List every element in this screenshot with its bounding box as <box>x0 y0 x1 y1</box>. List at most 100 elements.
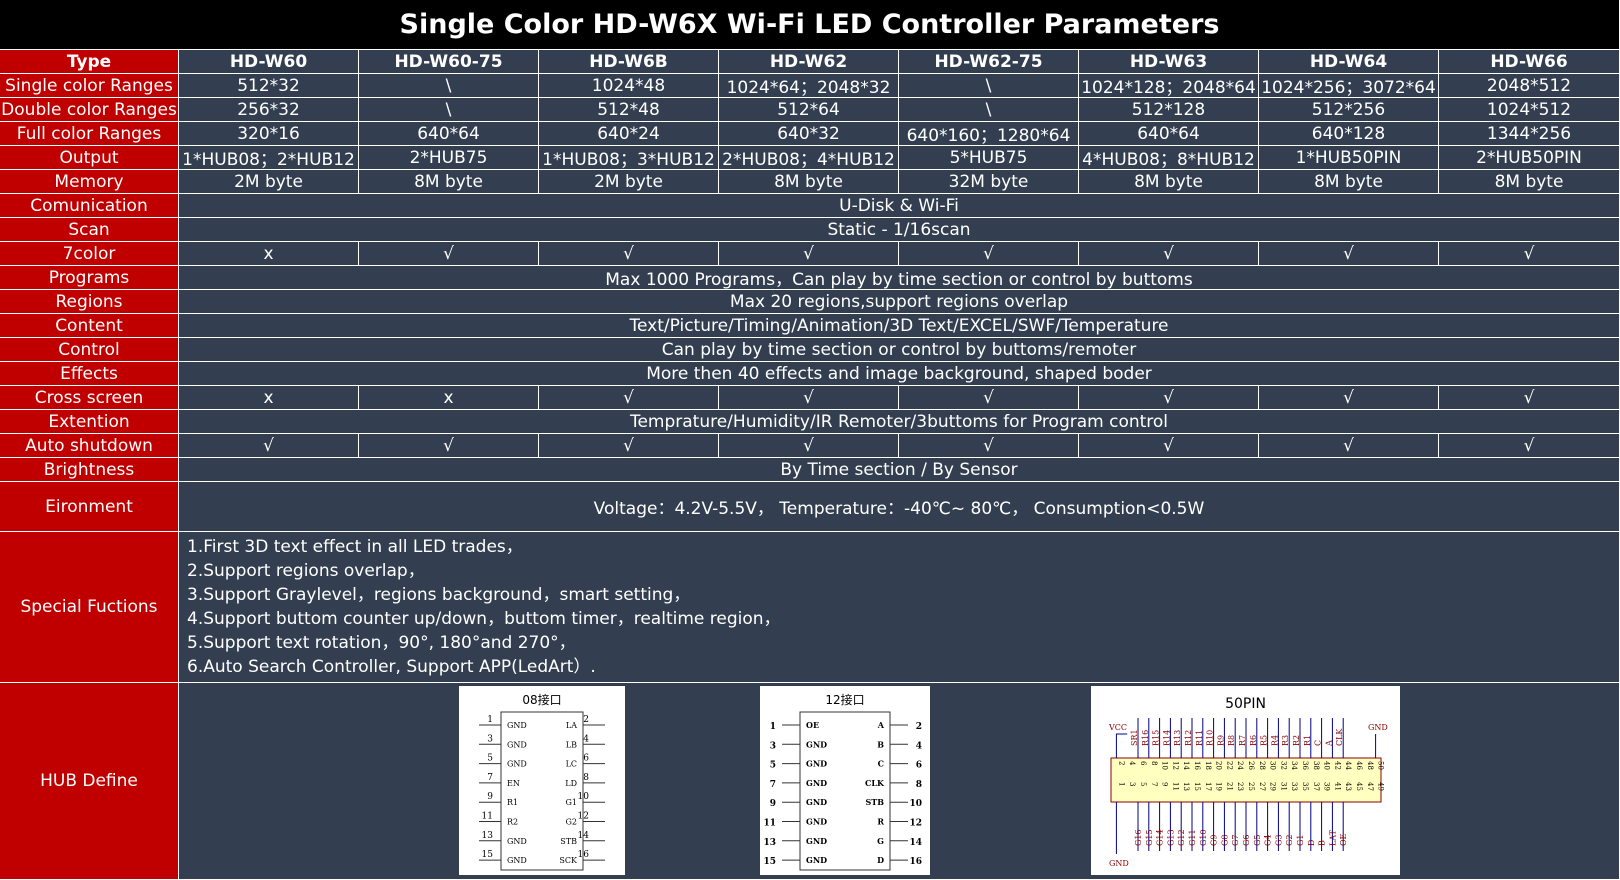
pin-label: CLK <box>1335 728 1344 746</box>
pin-label: GND <box>507 856 527 865</box>
pin-label: R10 <box>1206 730 1215 746</box>
pin-label: D <box>877 855 884 865</box>
span-cell: Can play by time section or control by b… <box>179 338 1620 362</box>
cell: 640*160；1280*64 <box>899 122 1079 146</box>
model-header: HD-W60 <box>179 50 359 74</box>
pin-label: GND <box>507 760 527 769</box>
cell: 1024*128；2048*64 <box>1079 74 1259 98</box>
cell: 2*HUB08；4*HUB12 <box>719 146 899 170</box>
pin-label: G8 <box>1220 835 1229 846</box>
pin-label: R3 <box>1281 735 1290 746</box>
pin-label: B <box>1318 840 1327 846</box>
pin-number: 41 <box>1333 782 1341 791</box>
pin-number: 47 <box>1366 782 1374 791</box>
cell: √ <box>539 242 719 266</box>
pin-label: STB <box>560 837 577 846</box>
pin-number: 16 <box>1193 761 1201 770</box>
pin-label: R16 <box>1141 730 1150 746</box>
pin-label: OE <box>806 720 819 730</box>
model-header: HD-W62 <box>719 50 899 74</box>
cell: 320*16 <box>179 122 359 146</box>
cell: √ <box>1079 386 1259 410</box>
power-wire <box>1115 733 1128 758</box>
pin-number: 13 <box>763 838 776 848</box>
feature-line: 2.Support regions overlap， <box>187 561 425 581</box>
pin-label: G2 <box>566 818 577 827</box>
pin-number: 14 <box>1182 761 1190 770</box>
pin-label: G11 <box>1188 829 1197 846</box>
cell: 2*HUB75 <box>359 146 539 170</box>
row-label: Control <box>0 338 179 362</box>
pin-number: 13 <box>1182 782 1190 791</box>
pin-label: R9 <box>1216 735 1225 746</box>
hub-diagram: 50PIN21436587109121114131615181720192221… <box>1091 686 1400 875</box>
row-label: Comunication <box>0 194 179 218</box>
row-label: Memory <box>0 170 179 194</box>
pin-label: R13 <box>1173 730 1182 746</box>
row-label: Eironment <box>0 482 179 532</box>
pin-label: LAT <box>1328 829 1337 846</box>
ground-label: GND <box>1109 859 1129 868</box>
pin-number: 39 <box>1323 782 1331 791</box>
pin-number: 6 <box>916 761 922 771</box>
pin-number: 35 <box>1301 782 1309 791</box>
row-label: Effects <box>0 362 179 386</box>
cell: 1*HUB50PIN <box>1259 146 1439 170</box>
pin-number: 1 <box>1117 782 1125 786</box>
cell: √ <box>1439 242 1620 266</box>
pin-number: 23 <box>1236 782 1244 791</box>
pin-label: G6 <box>1242 835 1251 846</box>
pin-number: 15 <box>482 850 494 860</box>
row-label: Programs <box>0 266 179 290</box>
pin-label: STB <box>866 797 885 807</box>
pin-label: R7 <box>1238 735 1247 746</box>
feature-line: 1.First 3D text effect in all LED trades… <box>187 537 523 557</box>
cell: √ <box>1079 434 1259 458</box>
pin-label: G10 <box>1199 829 1208 846</box>
cell: 1024*256；3072*64 <box>1259 74 1439 98</box>
cell: √ <box>359 242 539 266</box>
pin-number: 12 <box>578 812 589 822</box>
row-label: 7color <box>0 242 179 266</box>
pin-number: 9 <box>770 799 776 809</box>
cell: 8M byte <box>719 170 899 194</box>
pin-label: LD <box>565 779 577 788</box>
cell: √ <box>1439 386 1620 410</box>
pin-number: 15 <box>1193 782 1201 791</box>
span-cell: More then 40 effects and image backgroun… <box>179 362 1620 386</box>
cell: x <box>179 386 359 410</box>
pin-number: 5 <box>1139 782 1147 786</box>
pin-number: 21 <box>1225 782 1233 791</box>
pin-number: 22 <box>1225 761 1233 770</box>
row-label: Special Fuctions <box>0 532 179 683</box>
cell: √ <box>1079 242 1259 266</box>
cell: √ <box>899 242 1079 266</box>
pin-number: 6 <box>1139 761 1147 766</box>
cell: √ <box>179 434 359 458</box>
feature-line: 5.Support text rotation，90°, 180°and 270… <box>187 633 576 653</box>
feature-line: 6.Auto Search Controller, Support APP(Le… <box>187 657 596 677</box>
pin-number: 31 <box>1279 782 1287 791</box>
cell: 512*256 <box>1259 98 1439 122</box>
cell: 8M byte <box>1079 170 1259 194</box>
pin-number: 19 <box>1215 782 1223 791</box>
row-label: Output <box>0 146 179 170</box>
row-label: Cross screen <box>0 386 179 410</box>
pin-number: 37 <box>1312 782 1320 791</box>
pin-label: OE <box>1339 833 1348 846</box>
pin-number: 11 <box>482 812 493 822</box>
cell: 512*32 <box>179 74 359 98</box>
row-label: Single color Ranges <box>0 74 179 98</box>
cell: \ <box>359 74 539 98</box>
row-label: Full color Ranges <box>0 122 179 146</box>
pin-label: R6 <box>1249 735 1258 746</box>
span-cell: Max 20 regions,support regions overlap <box>179 290 1620 314</box>
power-label: VCC <box>1108 723 1127 732</box>
pin-number: 12 <box>909 819 922 829</box>
pin-number: 11 <box>1171 782 1179 791</box>
pin-number: 2 <box>916 722 922 732</box>
pin-number: 4 <box>1128 761 1136 766</box>
pin-label: R1 <box>507 798 518 807</box>
cell: 640*64 <box>1079 122 1259 146</box>
